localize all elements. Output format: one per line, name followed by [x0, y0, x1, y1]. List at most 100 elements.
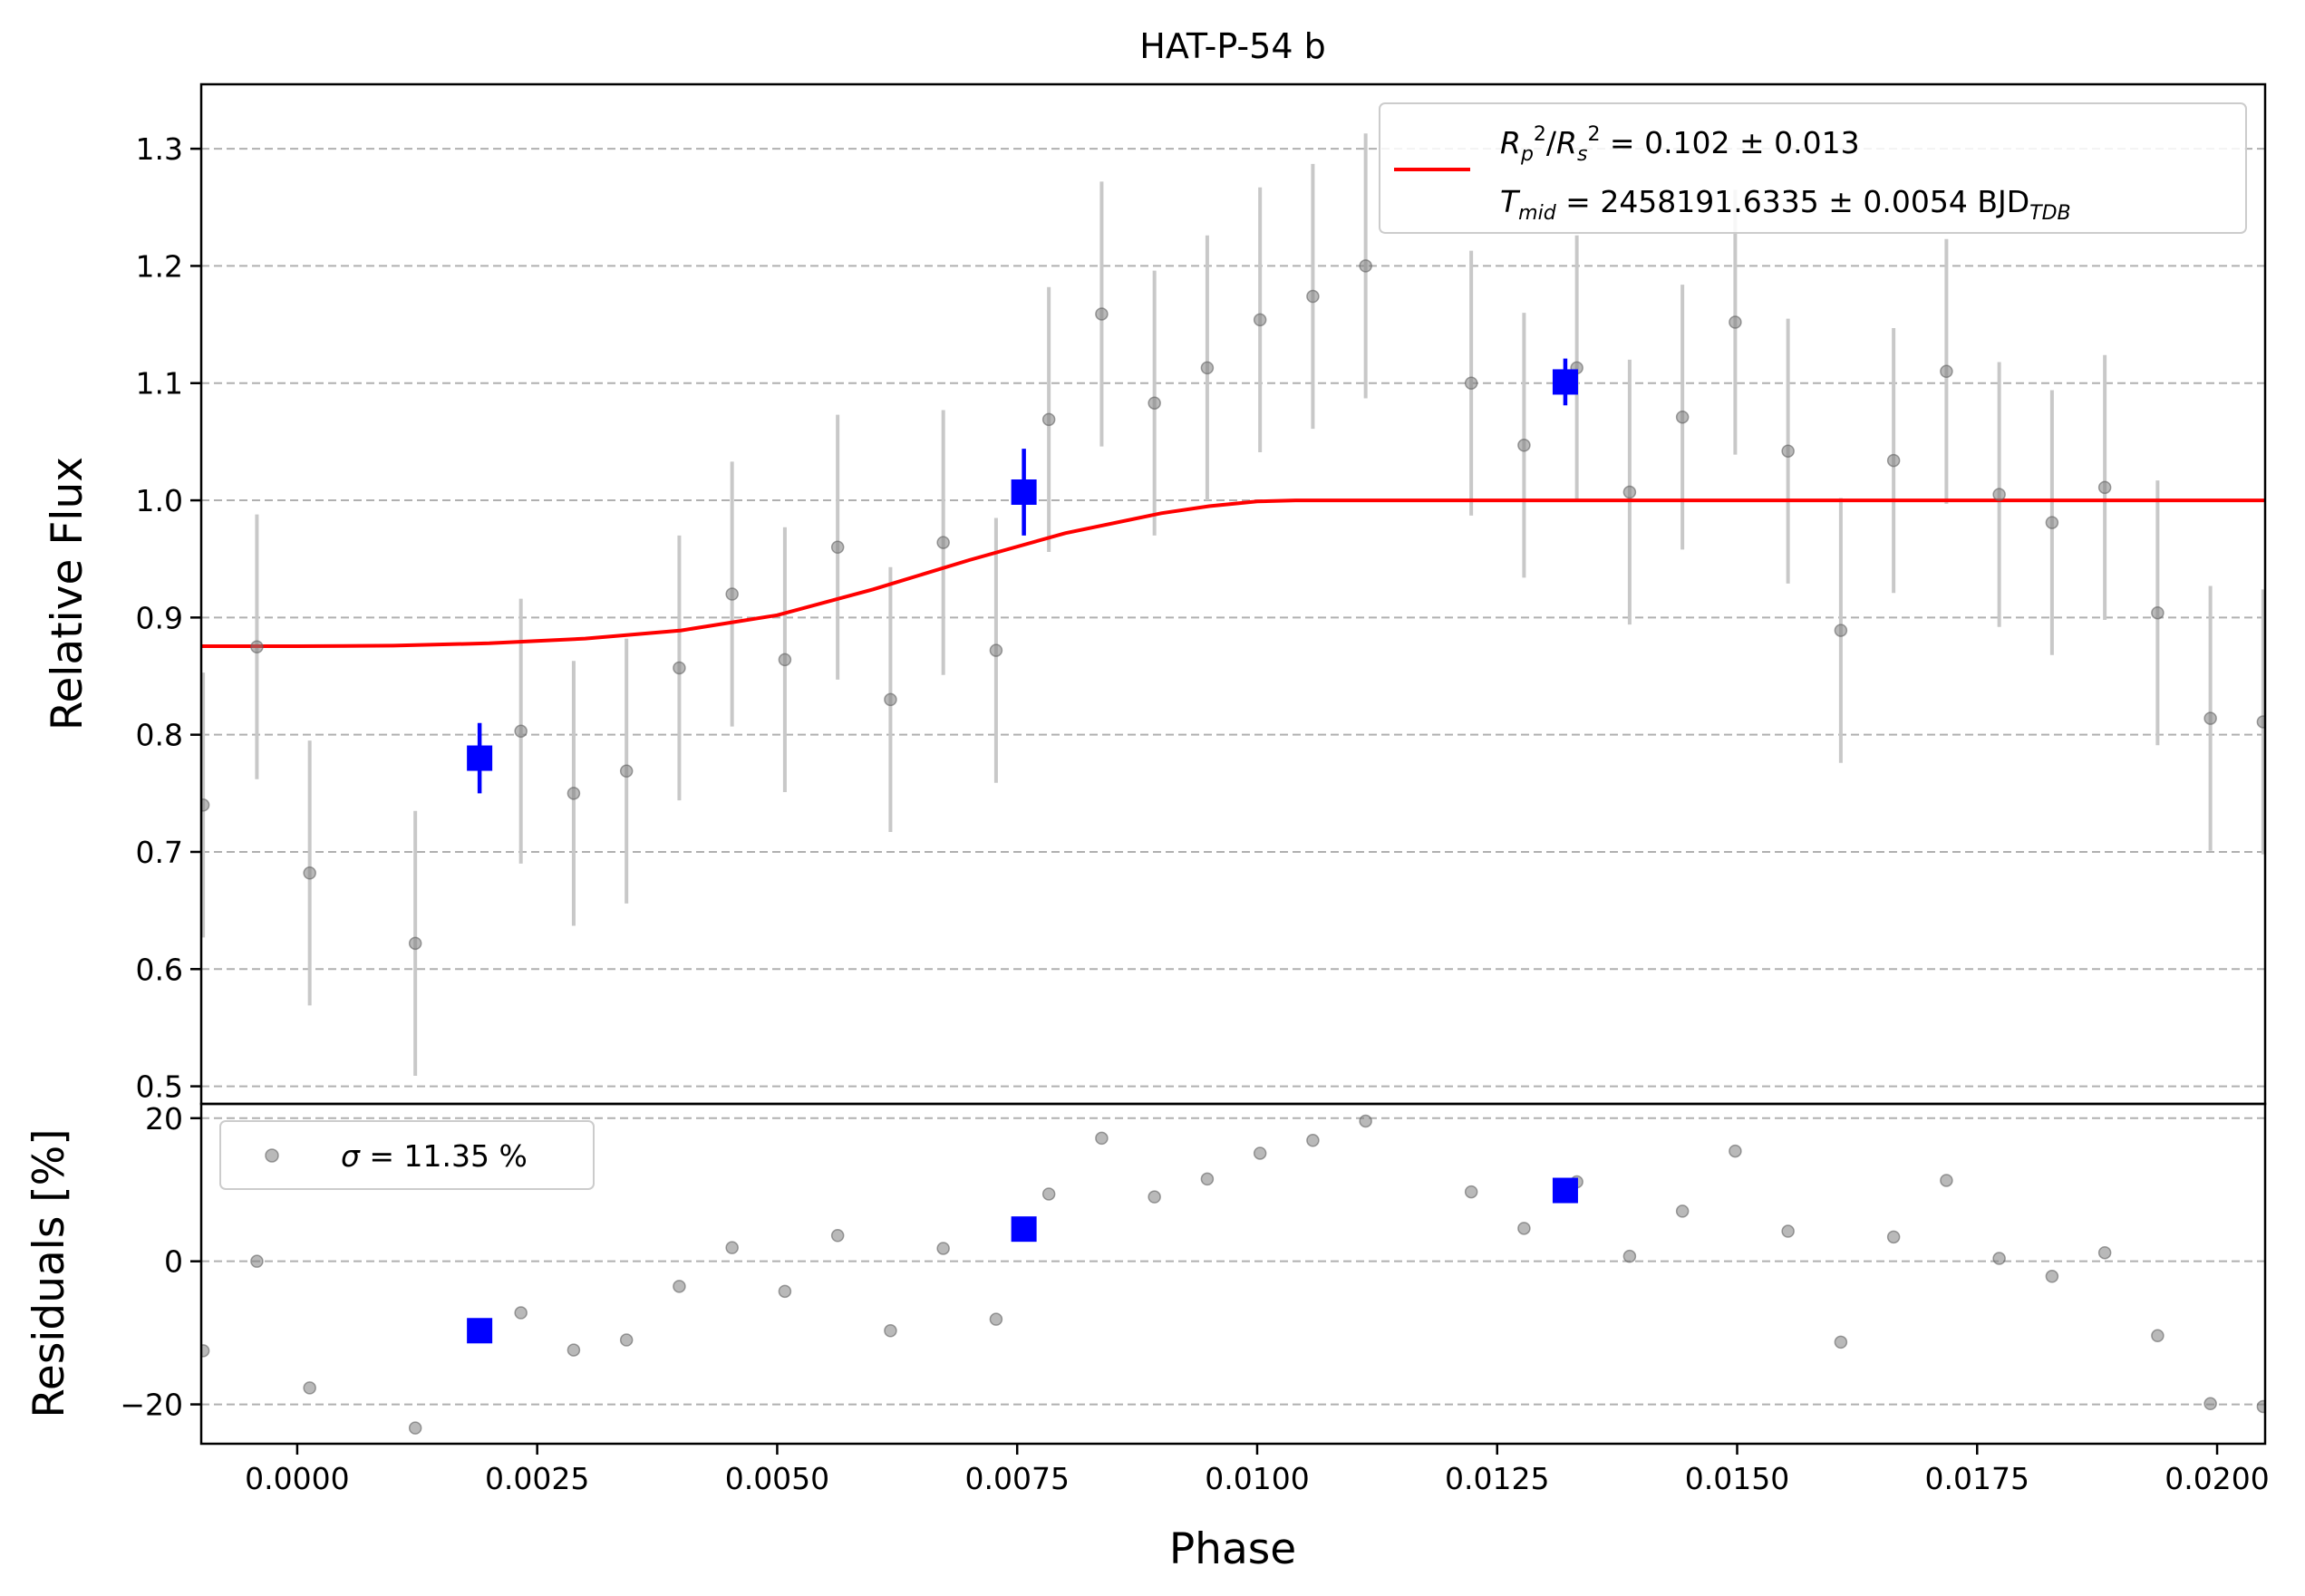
- flux-raw-point: [2045, 516, 2059, 529]
- residual-raw-point: [1940, 1174, 1953, 1187]
- flux-raw-point: [1148, 396, 1161, 410]
- residual-binned-point: [467, 1318, 493, 1344]
- flux-raw-point: [1041, 412, 1056, 427]
- residual-raw-point: [2045, 1270, 2059, 1283]
- residual-raw-point: [884, 1324, 897, 1338]
- residual-raw-point: [619, 1333, 634, 1347]
- residual-raw-point: [1834, 1335, 1848, 1349]
- residual-raw-point: [201, 1344, 210, 1358]
- flux-raw-point: [936, 536, 950, 549]
- residual-raw-point: [936, 1242, 950, 1255]
- residual-legend-box: [219, 1120, 595, 1190]
- flux-raw-point: [673, 661, 686, 675]
- flux-raw-point: [1886, 453, 1901, 468]
- flux-raw-point: [619, 764, 634, 779]
- residual-y-tick-label: 0: [164, 1244, 183, 1280]
- flux-y-ticks: 0.5 0.6 0.7 0.8 0.9 1.0 1.1 1.2 1.3: [136, 131, 201, 1105]
- residual-y-ticks: −20 0 20: [120, 1101, 201, 1423]
- flux-raw-point: [1781, 444, 1795, 458]
- flux-raw-point: [1200, 361, 1215, 375]
- flux-raw-point: [567, 787, 581, 800]
- residual-binned-point: [1011, 1216, 1037, 1243]
- flux-raw-point: [2203, 711, 2217, 725]
- residual-legend: σ = 11.35 %: [219, 1120, 595, 1190]
- residual-raw-point: [1675, 1204, 1690, 1218]
- residual-raw-point: [1729, 1144, 1742, 1158]
- flux-raw-point: [303, 866, 316, 880]
- flux-raw-point: [1992, 488, 2006, 501]
- residual-raw-point: [725, 1241, 739, 1254]
- flux-gridlines: [201, 148, 2265, 1088]
- flux-raw-point: [1464, 376, 1478, 390]
- flux-raw-point: [778, 653, 792, 667]
- residual-raw-point: [303, 1381, 316, 1395]
- x-tick-label: 0.0000: [245, 1461, 349, 1496]
- flux-raw-point: [2097, 480, 2112, 495]
- flux-binned-point: [1011, 479, 1037, 505]
- flux-raw-point: [830, 540, 845, 555]
- flux-raw-errorbars: [201, 133, 2265, 1076]
- flux-y-tick-label: 1.0: [136, 483, 183, 518]
- x-axis-ticks: 0.0000 0.0025 0.0050 0.0075 0.0100 0.0125 0.01…: [245, 1444, 2270, 1496]
- residual-raw-point: [1517, 1222, 1531, 1235]
- flux-raw-point: [1253, 313, 1267, 327]
- x-tick-label: 0.0125: [1445, 1461, 1549, 1496]
- flux-raw-point: [884, 692, 897, 707]
- residual-raw-point: [408, 1421, 422, 1435]
- flux-raw-point: [514, 724, 528, 739]
- x-tick-label: 0.0025: [485, 1461, 589, 1496]
- flux-raw-point: [408, 936, 422, 951]
- residual-raw-point: [673, 1280, 686, 1293]
- legend-residual-marker: [265, 1148, 279, 1163]
- residual-raw-point: [1095, 1131, 1109, 1146]
- residual-raw-point: [514, 1306, 528, 1320]
- residual-y-tick-label: 20: [145, 1101, 183, 1137]
- flux-legend: Rp2/Rs2 = 0.102 ± 0.013 Tmid = 2458191.6…: [1379, 102, 2247, 234]
- flux-raw-point: [1095, 307, 1109, 321]
- flux-raw-point: [1517, 439, 1531, 452]
- flux-y-tick-label: 0.9: [136, 600, 183, 635]
- residual-gridlines: [201, 1117, 2265, 1406]
- residual-raw-point: [1464, 1185, 1478, 1199]
- residual-raw-point: [1148, 1190, 1161, 1204]
- flux-raw-point: [1940, 364, 1953, 379]
- flux-raw-point: [250, 640, 264, 653]
- flux-plot-frame: [199, 82, 2267, 1106]
- flux-raw-point: [1622, 485, 1637, 499]
- residual-raw-point: [2256, 1399, 2265, 1414]
- flux-y-tick-label: 0.8: [136, 718, 183, 753]
- flux-raw-points: [201, 259, 2265, 951]
- flux-raw-point: [989, 643, 1003, 657]
- residual-y-tick-label: −20: [120, 1388, 183, 1423]
- flux-raw-point: [1675, 410, 1690, 424]
- residual-raw-point: [1200, 1172, 1215, 1186]
- residual-raw-point: [250, 1254, 264, 1268]
- chart-title: HAT-P-54 b: [1139, 26, 1325, 66]
- legend-sigma: σ = 11.35 %: [341, 1138, 528, 1174]
- flux-binned-point: [467, 745, 493, 771]
- flux-y-axis-label: Relative Flux: [43, 457, 92, 730]
- residual-raw-point: [830, 1229, 845, 1243]
- residual-raw-point: [1886, 1230, 1901, 1244]
- flux-y-tick-label: 0.6: [136, 952, 183, 987]
- flux-raw-point: [2151, 605, 2165, 620]
- residual-raw-point: [1992, 1252, 2006, 1265]
- residual-raw-point: [1041, 1187, 1056, 1201]
- flux-y-tick-label: 1.1: [136, 366, 183, 401]
- flux-y-tick-label: 1.3: [136, 131, 183, 167]
- flux-model: [201, 498, 2265, 648]
- residual-raw-point: [2151, 1329, 2165, 1343]
- residual-raw-point: [2203, 1397, 2217, 1411]
- x-tick-label: 0.0150: [1685, 1461, 1789, 1496]
- residual-plot-frame: [199, 1102, 2267, 1446]
- flux-y-tick-label: 1.2: [136, 248, 183, 284]
- residual-y-axis-label: Residuals [%]: [24, 1128, 74, 1417]
- flux-raw-point: [1729, 315, 1742, 329]
- flux-binned-points: [467, 358, 1578, 794]
- x-tick-label: 0.0075: [964, 1461, 1069, 1496]
- residual-raw-point: [1253, 1146, 1267, 1160]
- flux-y-tick-label: 0.7: [136, 835, 183, 870]
- legend-midtransit: Tmid = 2458191.6335 ± 0.0054 BJDTDB: [1500, 184, 2071, 225]
- residual-binned-point: [1552, 1177, 1578, 1204]
